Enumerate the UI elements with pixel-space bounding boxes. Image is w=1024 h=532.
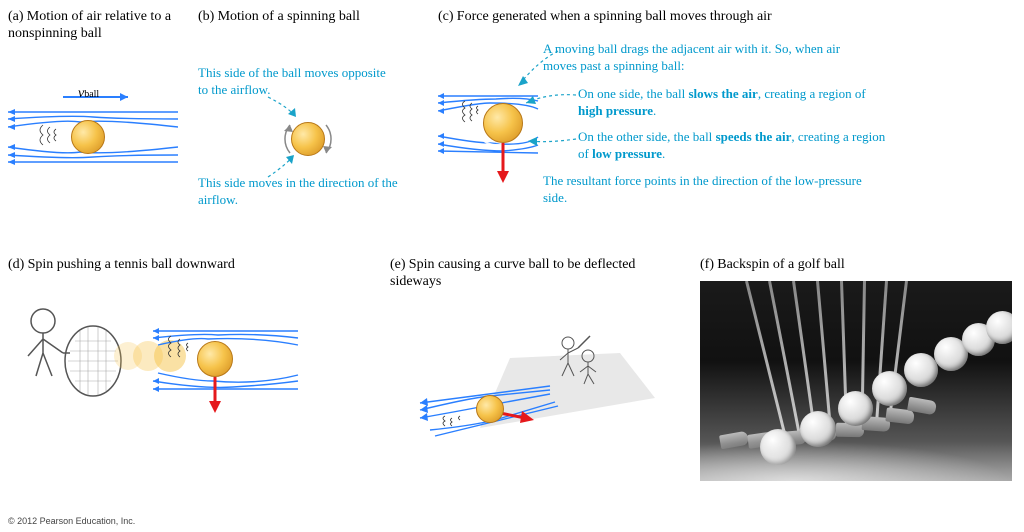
panel-f-tag: (f) (700, 257, 714, 272)
panel-e-ball (476, 395, 504, 423)
panel-b-title: (b) Motion of a spinning ball (198, 8, 423, 25)
panel-b-title-text: Motion of a spinning ball (218, 9, 360, 24)
panel-f-title-text: Backspin of a golf ball (717, 257, 845, 272)
panel-e-tag: (e) (390, 257, 406, 272)
panel-c-title-text: Force generated when a spinning ball mov… (457, 9, 772, 24)
panel-b-diagram: This side of the ball moves opposite to … (198, 35, 423, 195)
panel-f-title: (f) Backspin of a golf ball (700, 256, 1015, 273)
panel-c-ball (483, 103, 523, 143)
panel-e: (e) Spin causing a curve ball to be defl… (390, 256, 680, 453)
panel-a-diagram: vball (8, 87, 178, 177)
panel-d-diagram (8, 281, 378, 436)
panel-a-ball (71, 120, 105, 154)
panel-c-title: (c) Force generated when a spinning ball… (438, 8, 1018, 25)
panel-d-ball (197, 341, 233, 377)
panel-a-title: (a) Motion of air relative to a nonspinn… (8, 8, 188, 42)
panel-d-title-text: Spin pushing a tennis ball downward (28, 257, 235, 272)
panel-f-photo (700, 281, 1012, 481)
panel-b-tag: (b) (198, 9, 214, 24)
panel-a-tag: (a) (8, 9, 24, 24)
panel-d-tag: (d) (8, 257, 24, 272)
panel-d-title: (d) Spin pushing a tennis ball downward (8, 256, 378, 273)
panel-c: (c) Force generated when a spinning ball… (438, 8, 1018, 226)
panel-f: (f) Backspin of a golf ball (700, 256, 1015, 481)
panel-c-svg (438, 31, 1018, 231)
panel-d-svg (8, 281, 378, 436)
panel-e-diagram (390, 298, 680, 453)
panel-b: (b) Motion of a spinning ball This side … (198, 8, 423, 195)
copyright-text: © 2012 Pearson Education, Inc. (8, 516, 135, 526)
panel-a-title-text: Motion of air relative to a nonspinning … (8, 9, 171, 41)
panel-a: (a) Motion of air relative to a nonspinn… (8, 8, 188, 177)
panel-e-title-text: Spin causing a curve ball to be deflecte… (390, 257, 635, 289)
panel-e-title: (e) Spin causing a curve ball to be defl… (390, 256, 680, 290)
panel-b-ball (291, 122, 325, 156)
panel-c-tag: (c) (438, 9, 454, 24)
panel-c-diagram: A moving ball drags the adjacent air wit… (438, 31, 1018, 226)
velocity-label: vball (78, 85, 99, 102)
panel-e-svg (390, 298, 680, 458)
panel-d: (d) Spin pushing a tennis ball downward (8, 256, 378, 436)
